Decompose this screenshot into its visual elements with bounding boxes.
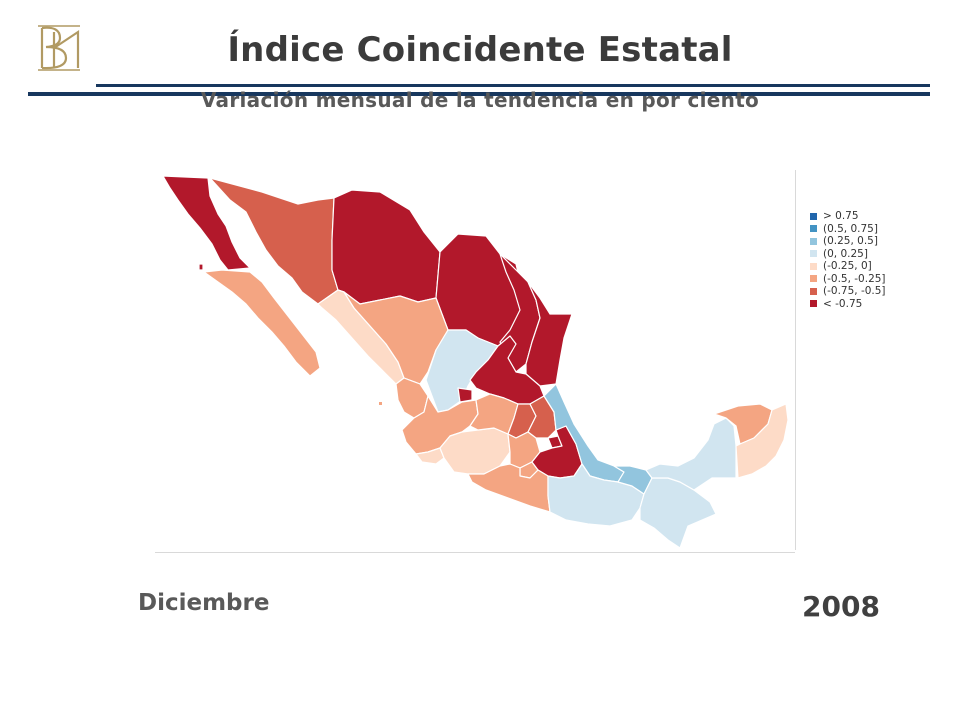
legend-swatch (810, 237, 817, 245)
legend-swatch (810, 225, 817, 233)
legend-item: (-0.75, -0.5] (810, 285, 886, 298)
legend-label: > 0.75 (823, 210, 859, 223)
state-aguascalientes (457, 387, 473, 403)
choropleth-map (155, 170, 798, 552)
state-chiapas (639, 477, 717, 549)
year-label: 2008 (802, 590, 880, 623)
state-chihuahua (331, 189, 441, 305)
state-campeche (645, 417, 737, 491)
state-baja-california-islet (198, 263, 204, 271)
state-baja-california (162, 175, 251, 271)
legend-label: (0, 0.25] (823, 247, 868, 260)
title-rule-bottom (28, 92, 930, 96)
legend-label: (-0.75, -0.5] (823, 285, 886, 298)
state-guerrero (467, 463, 551, 513)
legend-label: (-0.5, -0.25] (823, 272, 886, 285)
legend-swatch (810, 212, 817, 220)
page-subtitle: Variación mensual de la tendencia en por… (200, 88, 760, 112)
legend-swatch (810, 300, 817, 308)
month-label: Diciembre (138, 590, 270, 616)
page-title: Índice Coincidente Estatal (227, 30, 733, 70)
legend-label: (-0.25, 0] (823, 260, 872, 273)
state-quintana-roo (735, 403, 789, 479)
map-frame-bottom (155, 552, 795, 553)
title-rule-top (96, 84, 930, 87)
legend-item: > 0.75 (810, 210, 886, 223)
legend-label: < -0.75 (823, 297, 863, 310)
banxico-monogram-logo (34, 22, 84, 74)
island-marker (379, 402, 382, 405)
legend-item: (0.25, 0.5] (810, 235, 886, 248)
state-tamaulipas (525, 281, 573, 387)
legend-swatch (810, 262, 817, 270)
map-frame-right (795, 170, 796, 550)
map-legend: > 0.75 (0.5, 0.75] (0.25, 0.5] (0, 0.25]… (810, 210, 886, 310)
legend-item: (-0.25, 0] (810, 260, 886, 273)
legend-item: (0.5, 0.75] (810, 223, 886, 236)
legend-item: (0, 0.25] (810, 248, 886, 261)
legend-label: (0.25, 0.5] (823, 235, 878, 248)
legend-swatch (810, 275, 817, 283)
legend-swatch (810, 250, 817, 258)
legend-item: (-0.5, -0.25] (810, 273, 886, 286)
legend-item: < -0.75 (810, 298, 886, 311)
legend-label: (0.5, 0.75] (823, 222, 878, 235)
legend-swatch (810, 287, 817, 295)
state-baja-california-sur (203, 269, 321, 377)
